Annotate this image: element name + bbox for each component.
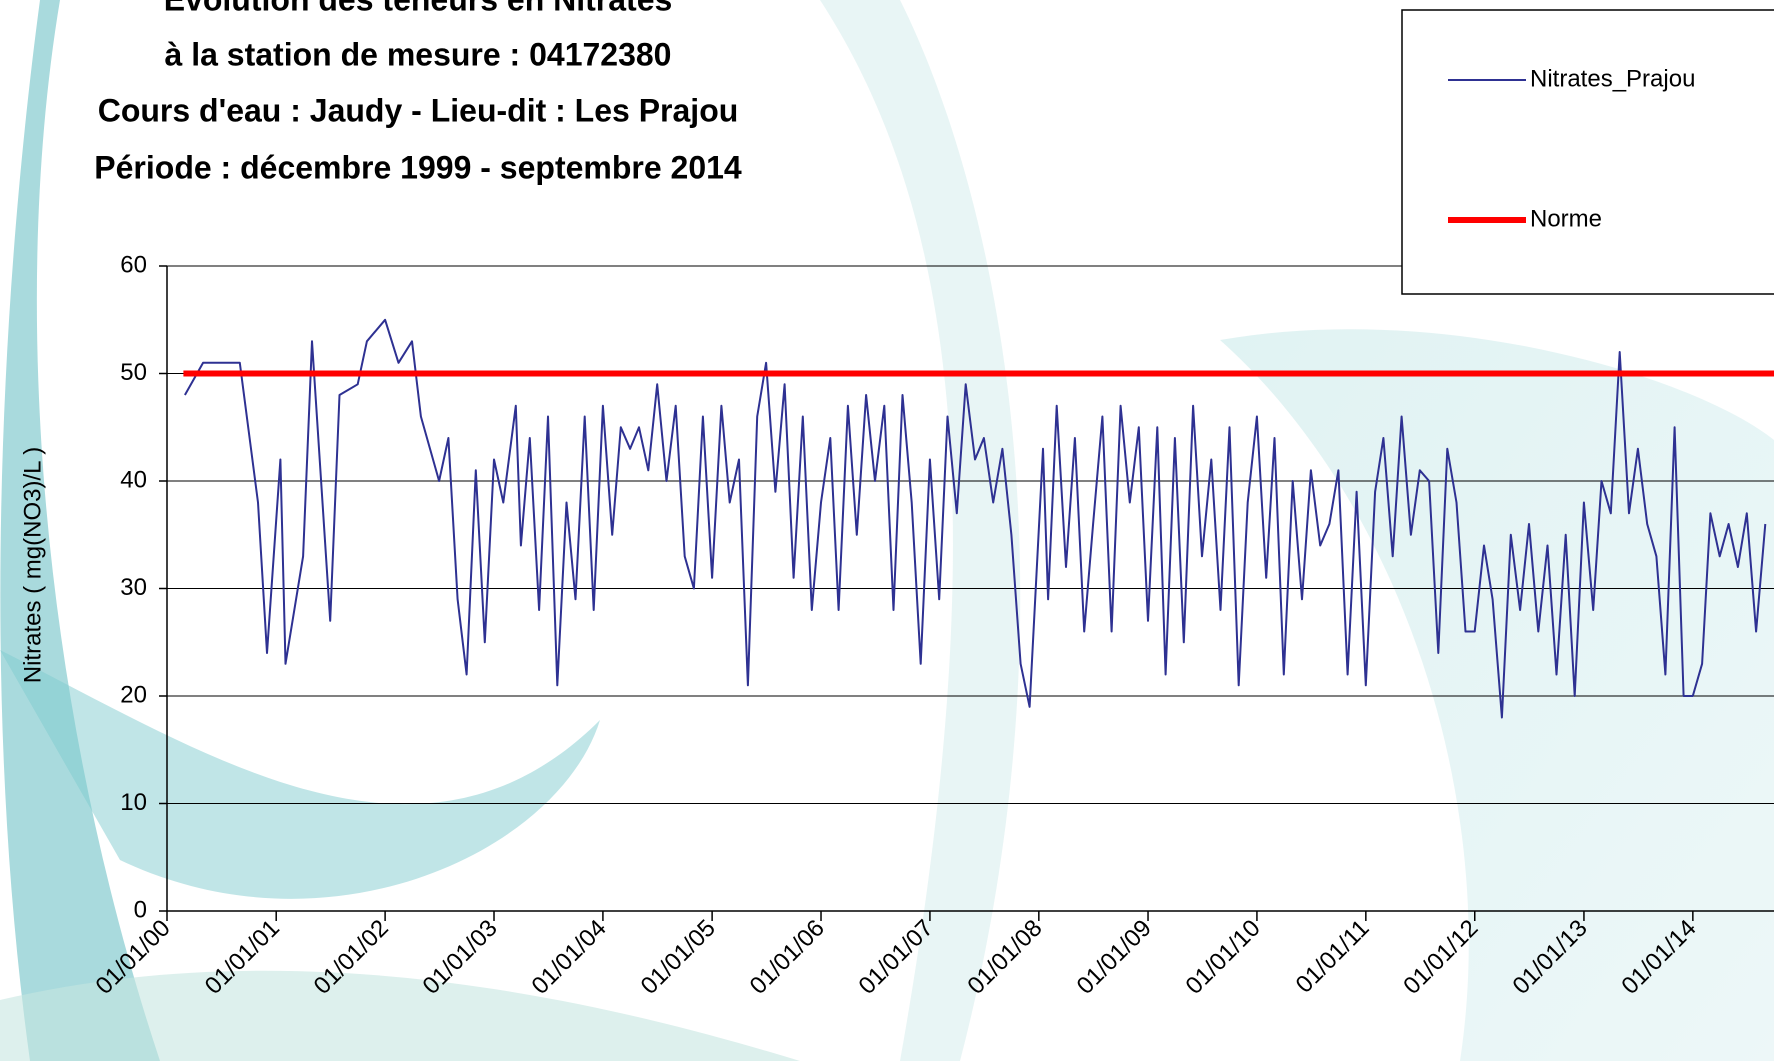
y-axis-label: Nitrates ( mg(NO3)/L ) xyxy=(19,447,46,683)
x-tick-label: 01/01/09 xyxy=(1072,915,1157,1000)
legend-label: Nitrates_Prajou xyxy=(1530,65,1695,92)
x-tick-label: 01/01/10 xyxy=(1181,915,1266,1000)
y-tick-label: 50 xyxy=(120,359,147,386)
x-tick-label: 01/01/06 xyxy=(745,915,830,1000)
x-tick-label: 01/01/05 xyxy=(636,915,721,1000)
chart-title: Cours d'eau : Jaudy - Lieu-dit : Les Pra… xyxy=(98,92,739,128)
y-tick-label: 0 xyxy=(134,896,147,923)
x-tick-label: 01/01/04 xyxy=(526,915,611,1000)
x-tick-label: 01/01/11 xyxy=(1291,915,1375,999)
chart-title: Période : décembre 1999 - septembre 2014 xyxy=(94,149,742,185)
chart-title: Evolution des teneurs en Nitrates xyxy=(164,0,673,17)
legend-label: Norme xyxy=(1530,205,1602,232)
y-tick-label: 30 xyxy=(120,574,147,601)
y-tick-label: 40 xyxy=(120,466,147,493)
legend-box xyxy=(1401,9,1774,295)
y-tick-label: 20 xyxy=(120,681,147,708)
chart-title: à la station de mesure : 04172380 xyxy=(165,36,672,72)
y-tick-label: 60 xyxy=(120,251,147,278)
y-tick-label: 10 xyxy=(120,789,147,816)
series-line xyxy=(184,318,1767,719)
